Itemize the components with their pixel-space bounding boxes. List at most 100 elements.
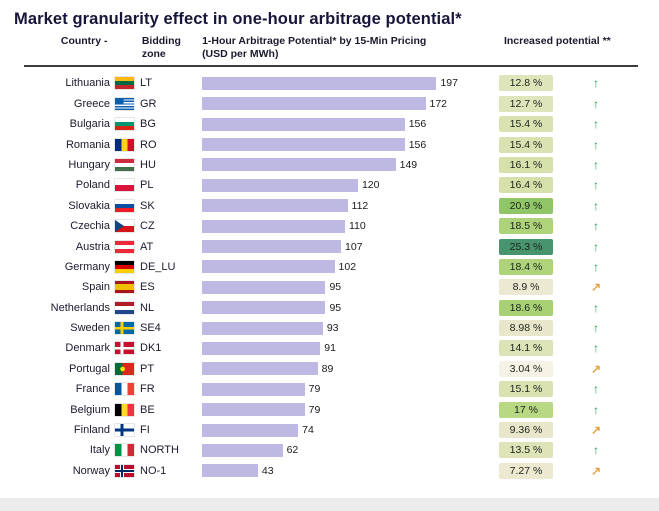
table-row: Germany DE_LU 102 18.4 % ↑: [24, 257, 659, 277]
country-label: Romania: [65, 138, 110, 151]
bar: [202, 301, 326, 315]
increase-badge: 3.04 %: [499, 360, 553, 377]
country-label: Slovakia: [68, 199, 110, 212]
bidding-zone-label: PL: [140, 179, 154, 192]
country-label: Austria: [75, 240, 110, 253]
bar: [202, 382, 305, 396]
bidding-zone-label: NL: [140, 301, 155, 314]
bar-track: 95: [202, 301, 458, 315]
trend-arrow-icon: ↑: [593, 219, 599, 234]
bar-track: 79: [202, 382, 458, 396]
table-row: Spain ES 95 8.9 % ↗: [24, 277, 659, 297]
header-country: Country -: [60, 35, 108, 47]
bar-value-label: 79: [308, 403, 321, 416]
bar-track: 156: [202, 138, 458, 152]
country-label: Portugal: [69, 362, 110, 375]
country-label: Czechia: [70, 220, 110, 233]
bidding-zone-label: FI: [140, 424, 150, 437]
badge-column: 16.4 %: [484, 177, 568, 194]
country-flag-icon: [115, 424, 134, 437]
bar: [202, 97, 426, 111]
bar: [202, 362, 318, 376]
bar-track: 89: [202, 362, 458, 376]
bar-value-label: 89: [321, 362, 334, 375]
table-row: Slovakia SK 112 20.9 % ↑: [24, 196, 659, 216]
country-label: Hungary: [68, 158, 110, 171]
increase-badge: 9.36 %: [499, 422, 553, 439]
bar-value-label: 172: [429, 97, 448, 110]
table-row: Belgium BE 79 17 % ↑: [24, 399, 659, 419]
bar: [202, 341, 321, 355]
bidding-zone-label: PT: [140, 362, 155, 375]
bidding-zone-label: ES: [140, 281, 155, 294]
bar-track: 102: [202, 260, 458, 274]
bidding-zone-label: AT: [140, 240, 154, 253]
header-bar-line1: 1-Hour Arbitrage Potential* by 15-Min Pr…: [202, 35, 427, 47]
badge-column: 17 %: [484, 401, 568, 418]
badge-column: 7.27 %: [484, 462, 568, 479]
badge-column: 16.1 %: [484, 156, 568, 173]
bar-track: 107: [202, 240, 458, 253]
trend-arrow-icon: ↑: [593, 96, 599, 111]
increase-badge: 8.98 %: [499, 320, 553, 337]
bar: [202, 240, 342, 253]
badge-column: 18.4 %: [484, 258, 568, 275]
country-flag-icon: [115, 118, 134, 131]
bar: [202, 464, 258, 478]
country-label: Germany: [64, 260, 110, 273]
bidding-zone-label: NORTH: [140, 444, 179, 457]
trend-arrow-icon: ↑: [593, 443, 599, 458]
country-label: Poland: [75, 179, 110, 192]
bar: [202, 178, 358, 192]
bar-track: 43: [202, 464, 458, 478]
country-flag-icon: [115, 97, 134, 110]
bar-value-label: 62: [286, 444, 299, 457]
trend-arrow-icon: ↑: [593, 321, 599, 336]
trend-arrow-icon: ↗: [590, 423, 602, 438]
bar-value-label: 95: [329, 301, 342, 314]
bar-value-label: 120: [361, 179, 380, 192]
trend-arrow-icon: ↑: [593, 137, 599, 152]
bar-value-label: 74: [302, 424, 314, 437]
trend-arrow-icon: ↑: [593, 259, 599, 274]
bar-track: 149: [202, 158, 458, 172]
bar-track: 79: [202, 403, 458, 417]
country-label: Norway: [72, 464, 110, 477]
bar-track: 91: [202, 341, 458, 355]
trend-arrow-icon: ↑: [593, 117, 599, 132]
increase-badge: 12.8 %: [499, 75, 553, 92]
badge-column: 25.3 %: [484, 238, 568, 255]
increase-badge: 25.3 %: [499, 238, 553, 255]
increase-badge: 17 %: [499, 401, 553, 418]
trend-arrow-icon: ↗: [590, 280, 602, 295]
country-flag-icon: [115, 179, 134, 192]
table-row: Netherlands NL 95 18.6 % ↑: [24, 297, 659, 317]
country-flag-icon: [115, 464, 134, 477]
bar-value-label: 102: [338, 260, 357, 273]
bar-value-label: 149: [399, 158, 418, 171]
trend-arrow-icon: ↑: [593, 402, 599, 417]
bar-value-label: 112: [351, 199, 369, 212]
increase-badge: 18.6 %: [499, 299, 553, 316]
increase-badge: 15.4 %: [499, 136, 553, 153]
country-flag-icon: [115, 240, 134, 253]
table-row: Austria AT 107 25.3 % ↑: [24, 236, 659, 256]
country-flag-icon: [115, 260, 134, 273]
trend-arrow-icon: ↑: [593, 382, 599, 397]
table-row: Hungary HU 149 16.1 % ↑: [24, 155, 659, 175]
bar-value-label: 156: [408, 138, 427, 151]
table-row: Bulgaria BG 156 15.4 % ↑: [24, 114, 659, 134]
increase-badge: 14.1 %: [499, 340, 553, 357]
country-flag-icon: [115, 199, 134, 212]
increase-badge: 16.4 %: [499, 177, 553, 194]
badge-column: 8.9 %: [484, 279, 568, 296]
trend-arrow-icon: ↑: [593, 300, 599, 315]
bar-value-label: 95: [329, 281, 342, 294]
bar-value-label: 156: [408, 118, 427, 131]
bar-track: 156: [202, 117, 458, 131]
bar-track: 74: [202, 423, 458, 437]
country-label: Belgium: [70, 403, 110, 416]
table-row: Norway NO-1 43 7.27 % ↗: [24, 461, 659, 481]
table-row: Poland PL 120 16.4 % ↑: [24, 175, 659, 195]
